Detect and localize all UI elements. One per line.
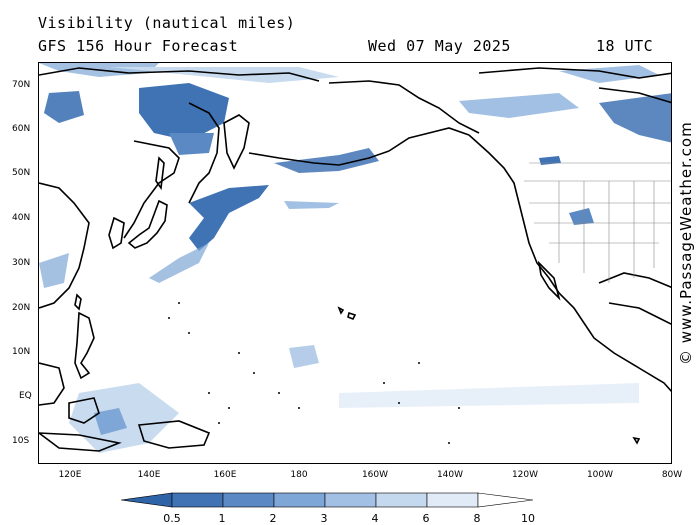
visibility-shading — [39, 63, 671, 453]
coastlines — [39, 67, 671, 452]
legend-label-1: 1 — [218, 512, 226, 525]
lat-label-60n: 60N — [12, 124, 31, 134]
lon-label-160e: 160E — [213, 470, 237, 480]
lon-label-120e: 120E — [58, 470, 82, 480]
lat-label-30n: 30N — [12, 258, 31, 268]
chart-title: Visibility (nautical miles) — [38, 14, 296, 32]
legend-label-3: 3 — [320, 512, 328, 525]
lat-label-10n: 10N — [12, 347, 31, 357]
state-borders — [524, 162, 671, 283]
legend-label-4: 4 — [371, 512, 379, 525]
legend-swatch-6 — [426, 492, 479, 508]
lon-label-140w: 140W — [436, 470, 464, 480]
legend-swatch-7 — [477, 492, 534, 508]
legend-swatch-1 — [171, 492, 224, 508]
legend-swatch-4 — [324, 492, 377, 508]
forecast-label: GFS 156 Hour Forecast — [38, 37, 239, 55]
legend-label-10: 10 — [521, 512, 535, 525]
forecast-time: 18 UTC — [596, 37, 654, 55]
lon-label-100w: 100W — [586, 470, 614, 480]
lon-label-140e: 140E — [137, 470, 161, 480]
copyright-credit: © www.PassageWeather.com — [677, 121, 695, 365]
lon-label-180: 180 — [290, 470, 308, 480]
legend-label-0-5: 0.5 — [163, 512, 181, 525]
lat-label-10s: 10S — [12, 436, 30, 446]
lat-label-70n: 70N — [12, 80, 31, 90]
lon-label-80w: 80W — [661, 470, 683, 480]
legend-swatch-2 — [222, 492, 275, 508]
map-canvas — [39, 63, 671, 453]
visibility-legend — [120, 492, 534, 508]
lat-label-20n: 20N — [12, 303, 31, 313]
legend-swatch-3 — [273, 492, 326, 508]
visibility-map[interactable] — [38, 62, 672, 464]
lat-label-eq: EQ — [19, 391, 32, 401]
lat-label-50n: 50N — [12, 168, 31, 178]
legend-label-2: 2 — [269, 512, 277, 525]
legend-swatch-5 — [375, 492, 428, 508]
islands — [168, 302, 460, 444]
legend-label-6: 6 — [422, 512, 430, 525]
lat-label-40n: 40N — [12, 213, 31, 223]
lon-label-160w: 160W — [361, 470, 389, 480]
forecast-date: Wed 07 May 2025 — [368, 37, 511, 55]
legend-label-8: 8 — [473, 512, 481, 525]
lon-label-120w: 120W — [511, 470, 539, 480]
legend-swatch-0 — [120, 492, 173, 508]
